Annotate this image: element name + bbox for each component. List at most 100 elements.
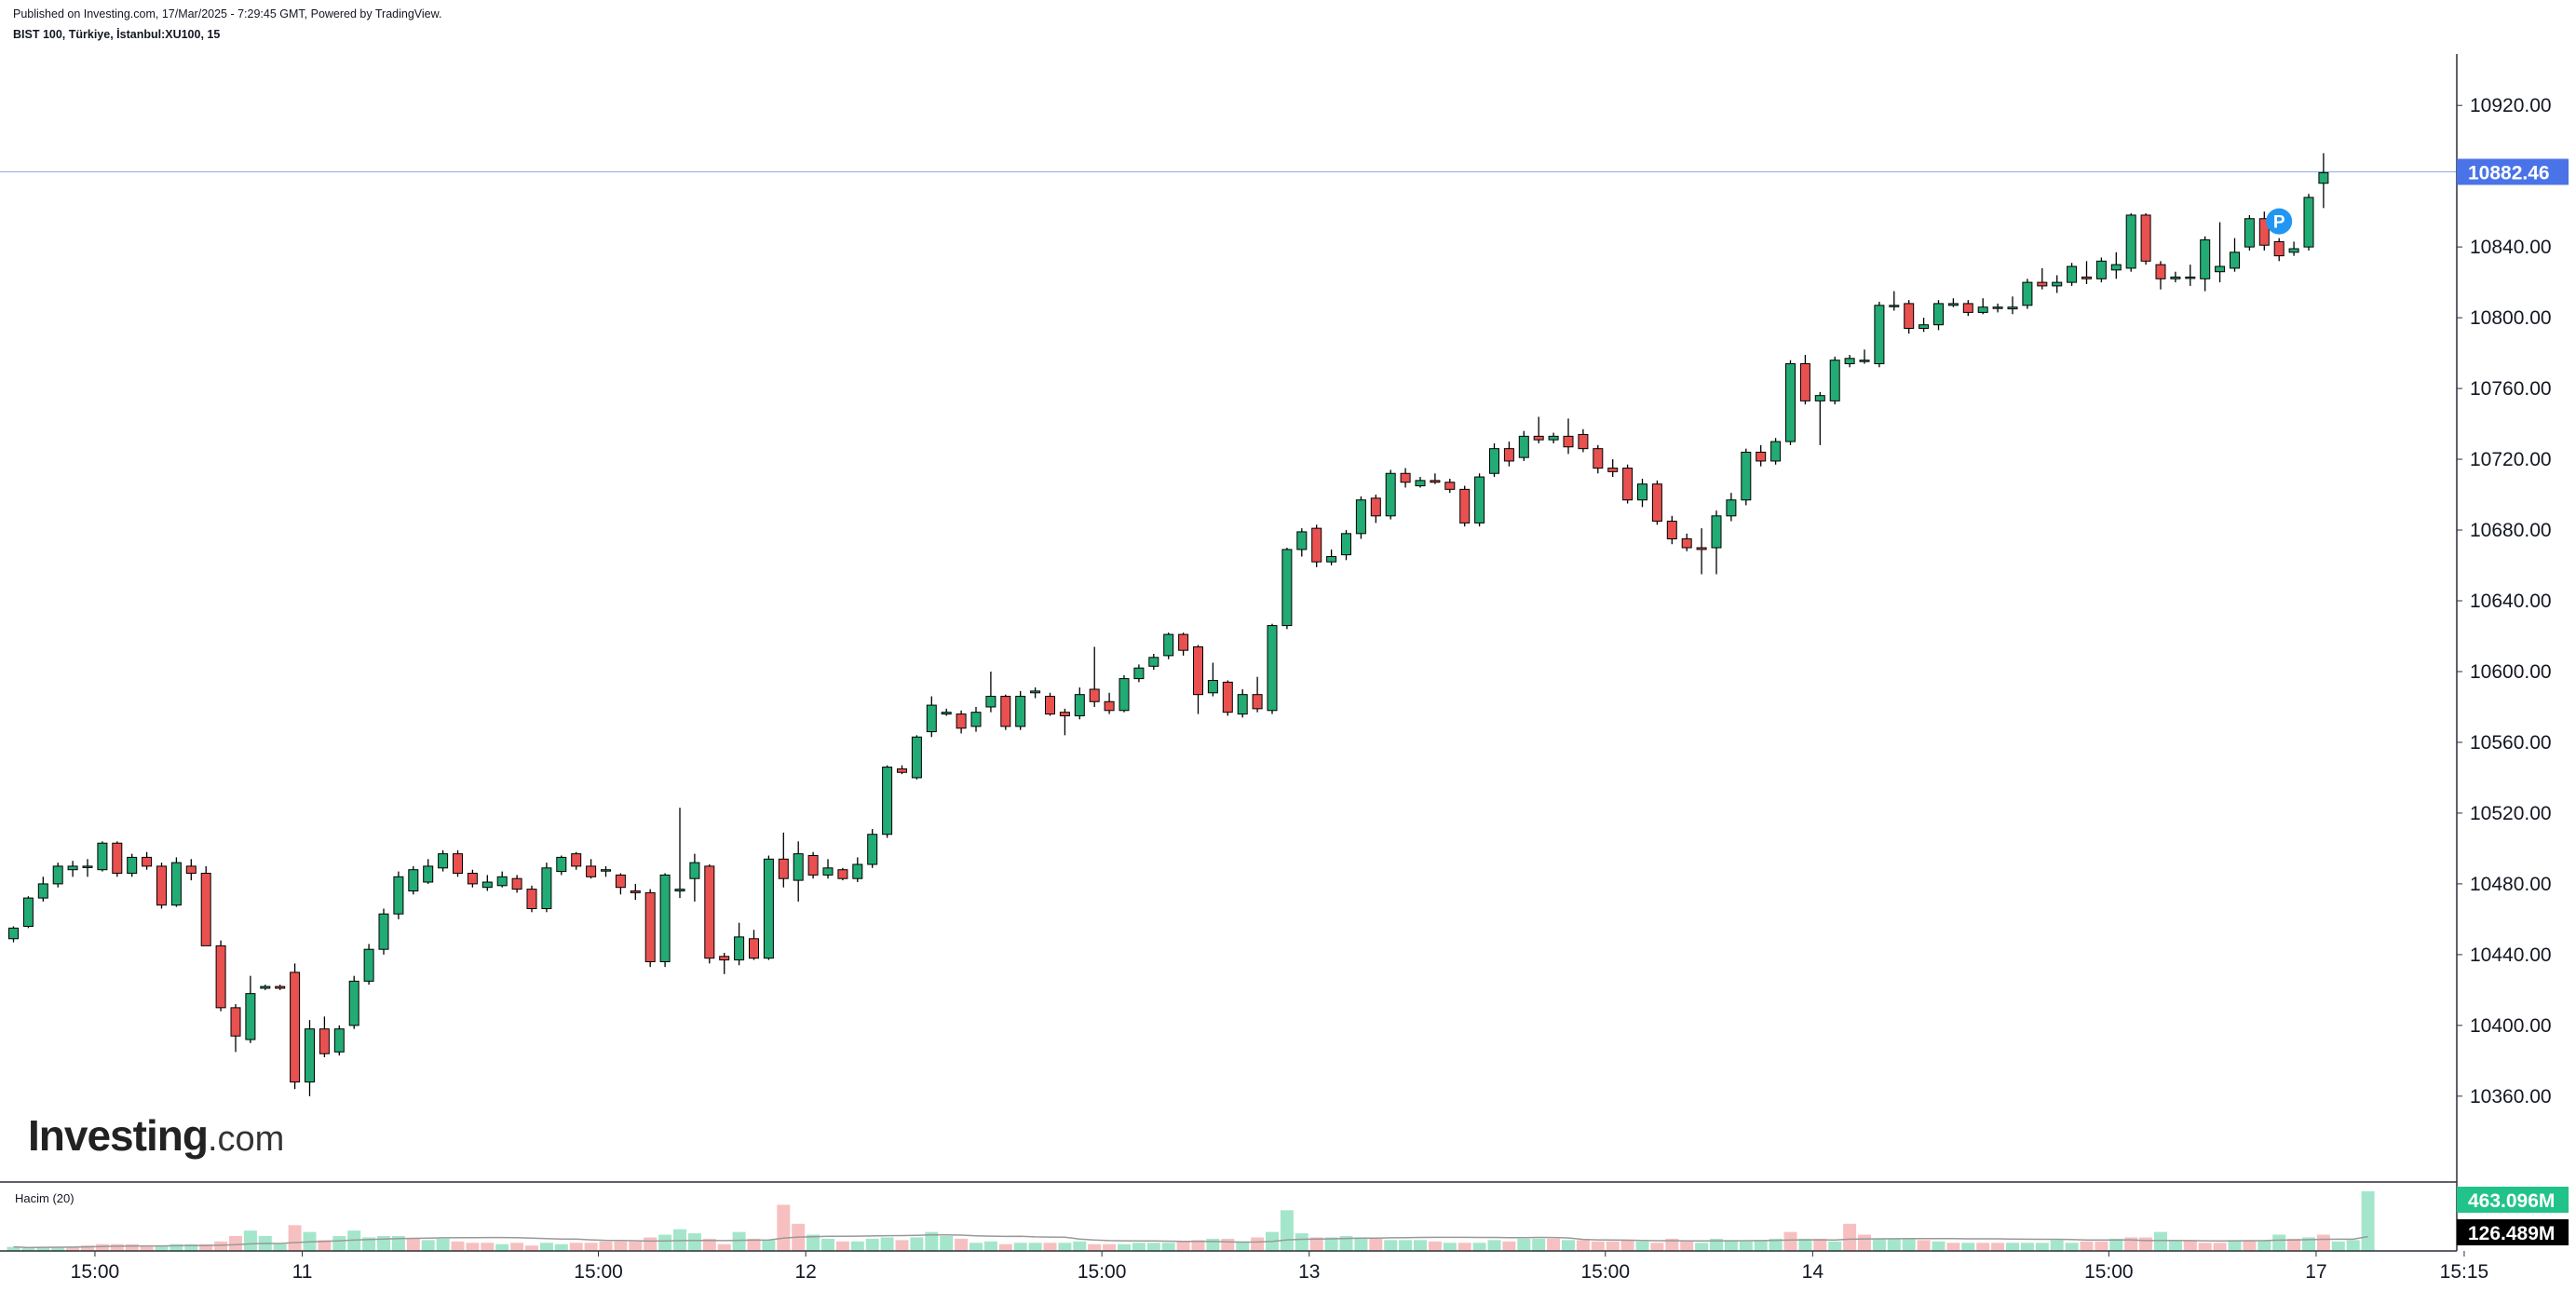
volume-bar — [243, 1230, 257, 1251]
volume-bar — [2080, 1241, 2094, 1251]
volume-bar — [1695, 1243, 1709, 1251]
candle — [1222, 680, 1233, 716]
volume-bar — [762, 1240, 776, 1251]
marker-circle — [2266, 208, 2293, 235]
volume-bar — [1650, 1243, 1664, 1251]
investing-logo: Investing.com — [28, 1111, 285, 1160]
volume-bar — [1028, 1243, 1042, 1251]
candle — [8, 926, 19, 943]
candle-body — [1533, 435, 1544, 441]
candle — [156, 863, 167, 909]
volume-bar — [1547, 1238, 1561, 1251]
candle — [1178, 632, 1189, 656]
x-tick-label: 15:00 — [2084, 1261, 2134, 1283]
volume-bar — [732, 1231, 746, 1251]
candle — [1696, 528, 1707, 575]
candle-body — [1415, 480, 1426, 487]
candle — [1207, 662, 1218, 697]
candle-body — [1859, 360, 1870, 362]
candle — [630, 883, 641, 900]
candle — [1770, 438, 1782, 465]
y-tick-label: 10920.00 — [2470, 95, 2552, 116]
candle-body — [1163, 633, 1174, 657]
volume-bar — [1961, 1243, 1975, 1251]
candle-body — [230, 1007, 241, 1037]
volume-bar — [717, 1243, 731, 1251]
candle — [245, 975, 256, 1043]
candle — [1859, 349, 1870, 364]
candle-body — [630, 890, 641, 893]
volume-bar — [1221, 1238, 1235, 1251]
candle-body — [970, 712, 982, 727]
volume-bar — [835, 1241, 849, 1251]
volume-bar — [1724, 1240, 1738, 1251]
volume-bar — [1902, 1238, 1916, 1251]
volume-bar — [406, 1238, 420, 1251]
symbol-title: BIST 100, Türkiye, İstanbul:XU100, 15 — [13, 28, 221, 41]
candle-body — [305, 1028, 315, 1083]
candle-body — [363, 948, 374, 982]
volume-bar — [1161, 1243, 1175, 1251]
x-tick-label: 15:00 — [1078, 1261, 1127, 1283]
candle-body — [2052, 281, 2063, 287]
candle — [378, 908, 389, 955]
candle — [1933, 300, 1944, 331]
candle-body — [1104, 700, 1115, 712]
volume-bar — [983, 1241, 997, 1251]
candle — [290, 963, 301, 1090]
candle-body — [67, 865, 78, 871]
volume-bar — [2257, 1240, 2271, 1251]
volume-bar — [1680, 1241, 1694, 1251]
candle-body — [481, 881, 493, 889]
candle-body — [1281, 549, 1293, 627]
candle — [541, 863, 552, 913]
y-tick-label: 10800.00 — [2470, 307, 2552, 329]
volume-bar — [1739, 1241, 1753, 1251]
volume-bar — [51, 1246, 65, 1251]
candle-body — [2230, 251, 2240, 269]
volume-bar — [777, 1204, 791, 1251]
volume-bar — [214, 1241, 228, 1251]
volume-bar — [895, 1240, 909, 1251]
candle-body — [1015, 696, 1026, 727]
candle-body — [526, 889, 537, 909]
candle-body — [1637, 483, 1647, 501]
candle-body — [556, 856, 567, 873]
volume-bar — [1339, 1235, 1353, 1251]
candle-body — [1622, 468, 1634, 501]
volume-bar — [229, 1235, 242, 1251]
volume-bar — [658, 1234, 672, 1251]
volume-bar — [1487, 1240, 1501, 1251]
candle — [2244, 214, 2255, 251]
y-tick-label: 10720.00 — [2470, 449, 2552, 470]
volume-bar — [21, 1248, 35, 1251]
volume-bar — [391, 1235, 405, 1251]
volume-current-tag-label: 463.096M — [2468, 1190, 2555, 1212]
volume-current-tag-bg — [2457, 1187, 2569, 1213]
candle-body — [807, 855, 819, 876]
volume-bar — [125, 1243, 139, 1251]
volume-bar — [599, 1241, 613, 1251]
volume-bar — [1103, 1243, 1117, 1251]
candle — [1593, 444, 1604, 474]
candle-body — [1193, 646, 1203, 696]
volume-bar — [2316, 1234, 2330, 1251]
candle — [1533, 416, 1544, 443]
candle-body — [185, 865, 197, 875]
volume-bar — [2183, 1240, 2197, 1251]
candle — [1726, 493, 1737, 522]
y-tick-label: 10760.00 — [2470, 378, 2552, 400]
volume-bar — [1562, 1240, 1575, 1251]
candle-body — [1918, 324, 1930, 330]
volume-bar — [2109, 1238, 2123, 1251]
volume-bar — [2065, 1243, 2079, 1251]
volume-bar — [1710, 1238, 1723, 1251]
candle — [348, 975, 359, 1029]
volume-bar — [2035, 1243, 2049, 1251]
candle — [1045, 692, 1055, 716]
volume-bar — [7, 1246, 20, 1251]
y-tick-label: 10840.00 — [2470, 237, 2552, 258]
volume-bar — [1472, 1243, 1486, 1251]
candle-body — [749, 938, 759, 959]
